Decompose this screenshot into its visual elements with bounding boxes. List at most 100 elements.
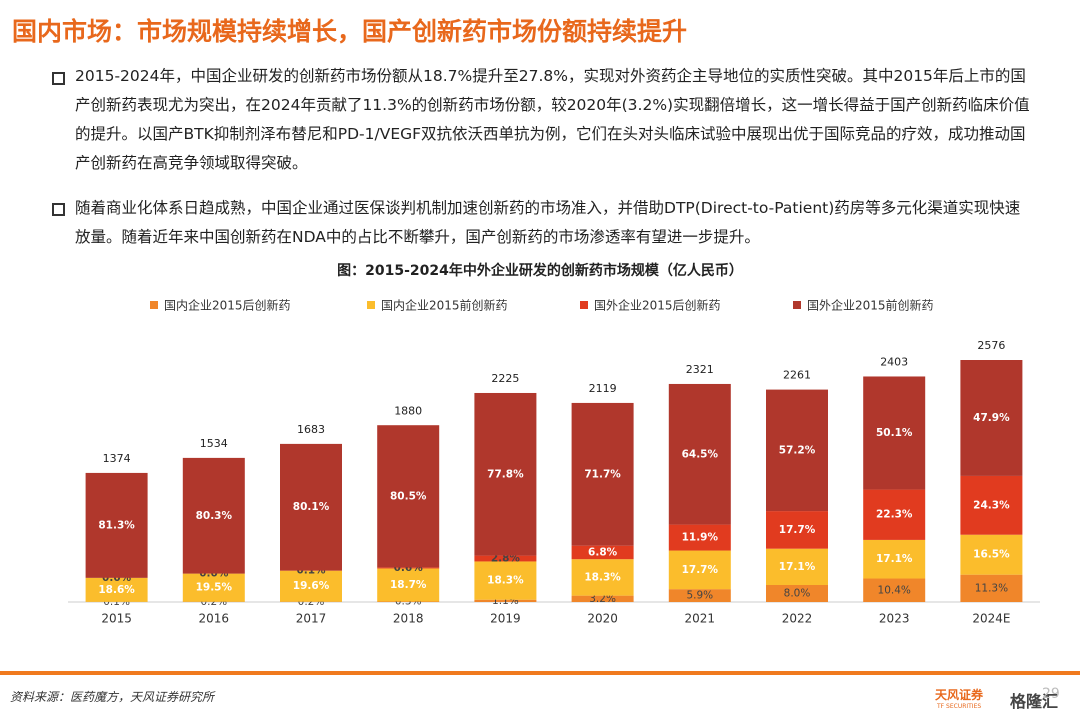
- segment-label: 6.8%: [588, 546, 618, 558]
- x-tick-label: 2020: [587, 612, 618, 626]
- total-label: 2576: [977, 339, 1005, 352]
- bar-segment: [571, 545, 634, 560]
- bar-segment: [863, 376, 926, 490]
- bar-segment: [85, 577, 148, 602]
- bar-segment: [668, 550, 731, 590]
- segment-label: 80.1%: [293, 501, 330, 513]
- x-tick-label: 2024E: [972, 612, 1010, 626]
- page-number: 29: [1042, 686, 1060, 702]
- bar-segment: [571, 559, 634, 596]
- legend-swatch: [793, 301, 801, 309]
- segment-label: 19.6%: [293, 580, 330, 592]
- total-label: 2225: [491, 372, 519, 385]
- bar-segment: [863, 539, 926, 579]
- legend-label: 国内企业2015后创新药: [164, 298, 291, 313]
- legend-swatch: [580, 301, 588, 309]
- segment-label: 3.2%: [589, 593, 616, 605]
- bar-segment: [668, 383, 731, 525]
- bar-segment: [377, 425, 440, 568]
- segment-label: 57.2%: [779, 444, 816, 456]
- segment-label: 24.3%: [973, 499, 1010, 511]
- x-tick-label: 2016: [199, 612, 230, 626]
- bar-segment: [766, 389, 828, 512]
- segment-label: 10.4%: [878, 584, 911, 596]
- segment-label: 16.5%: [973, 549, 1010, 561]
- segment-label: 22.3%: [876, 509, 913, 521]
- total-label: 2403: [880, 355, 908, 368]
- segment-label: 80.5%: [390, 490, 427, 502]
- bar-segment: [85, 472, 148, 578]
- x-tick-label: 2015: [101, 612, 132, 626]
- total-label: 1683: [297, 423, 325, 436]
- segment-label: 80.3%: [196, 510, 233, 522]
- segment-label: 11.3%: [975, 582, 1008, 594]
- segment-label: 18.7%: [390, 579, 427, 591]
- segment-label: 17.7%: [779, 524, 816, 536]
- total-label: 1374: [103, 452, 131, 465]
- total-label: 2321: [686, 363, 714, 376]
- segment-label: 19.5%: [196, 582, 233, 594]
- x-tick-label: 2019: [490, 612, 521, 626]
- segment-label: 11.9%: [682, 532, 719, 544]
- bar-segment: [182, 457, 245, 574]
- bar-segment: [474, 599, 537, 602]
- logo-sub: TF SECURITIES: [937, 703, 982, 710]
- bar-segment: [766, 585, 828, 602]
- total-label: 2261: [783, 369, 811, 382]
- x-tick-label: 2017: [296, 612, 327, 626]
- source-note: 资料来源：医药魔方，天风证券研究所: [10, 690, 215, 704]
- total-label: 1880: [394, 404, 422, 417]
- x-tick-label: 2018: [393, 612, 424, 626]
- legend-label: 国外企业2015前创新药: [807, 298, 934, 313]
- footer-line: [0, 671, 1080, 675]
- bullet-text: 2015-2024年，中国企业研发的创新药市场份额从18.7%提升至27.8%，…: [75, 67, 1030, 172]
- x-tick-label: 2022: [782, 612, 813, 626]
- segment-label: 50.1%: [876, 427, 913, 439]
- watermark: 格隆汇: [1010, 692, 1059, 711]
- bar-segment: [377, 601, 440, 602]
- bar-segment: [571, 595, 634, 602]
- bar-segment: [960, 475, 1023, 535]
- x-tick-label: 2021: [685, 612, 716, 626]
- segment-label: 17.1%: [779, 561, 816, 573]
- bar-segment: [960, 534, 1023, 575]
- chart: 图：2015-2024年中外企业研发的创新药市场规模（亿人民币） 国内企业201…: [68, 262, 1040, 626]
- bar-segment: [668, 524, 731, 551]
- legend-label: 国外企业2015后创新药: [594, 298, 721, 313]
- logo: 天风证券: [935, 688, 984, 702]
- bullet-text: 随着商业化体系日趋成熟，中国企业通过医保谈判机制加速创新药的市场准入，并借助DT…: [75, 199, 1021, 246]
- bar-segment: [182, 573, 245, 602]
- bar-segment: [377, 568, 440, 602]
- bar-segment: [960, 574, 1023, 602]
- segment-label: 77.8%: [487, 468, 524, 480]
- bar-segment: [571, 402, 634, 546]
- bar-segment: [863, 489, 926, 540]
- bar-segment: [863, 578, 926, 602]
- bullet-icon: [52, 203, 65, 216]
- segment-label: 18.6%: [98, 584, 135, 596]
- segment-label: 71.7%: [584, 468, 621, 480]
- bar-segment: [377, 567, 440, 569]
- slide-title: 国内市场：市场规模持续增长，国产创新药市场份额持续提升: [12, 17, 688, 46]
- bar-segment: [668, 589, 731, 602]
- segment-label: 81.3%: [98, 519, 135, 531]
- bar-segment: [474, 392, 537, 556]
- segment-label: 47.9%: [973, 412, 1010, 424]
- bar-segment: [474, 561, 537, 600]
- segment-label: 64.5%: [682, 448, 719, 460]
- segment-label: 8.0%: [784, 588, 811, 600]
- segment-label: 18.3%: [487, 575, 524, 587]
- bullet-icon: [52, 72, 65, 85]
- bar-segment: [280, 443, 342, 571]
- legend-swatch: [150, 301, 158, 309]
- legend-swatch: [367, 301, 375, 309]
- chart-title: 图：2015-2024年中外企业研发的创新药市场规模（亿人民币）: [337, 262, 743, 279]
- bar-segment: [280, 570, 342, 602]
- segment-label: 17.7%: [682, 564, 719, 576]
- bar-segment: [474, 555, 537, 562]
- x-tick-label: 2023: [879, 612, 910, 626]
- bar-segment: [766, 511, 828, 549]
- total-label: 1534: [200, 437, 228, 450]
- segment-label: 5.9%: [686, 590, 713, 602]
